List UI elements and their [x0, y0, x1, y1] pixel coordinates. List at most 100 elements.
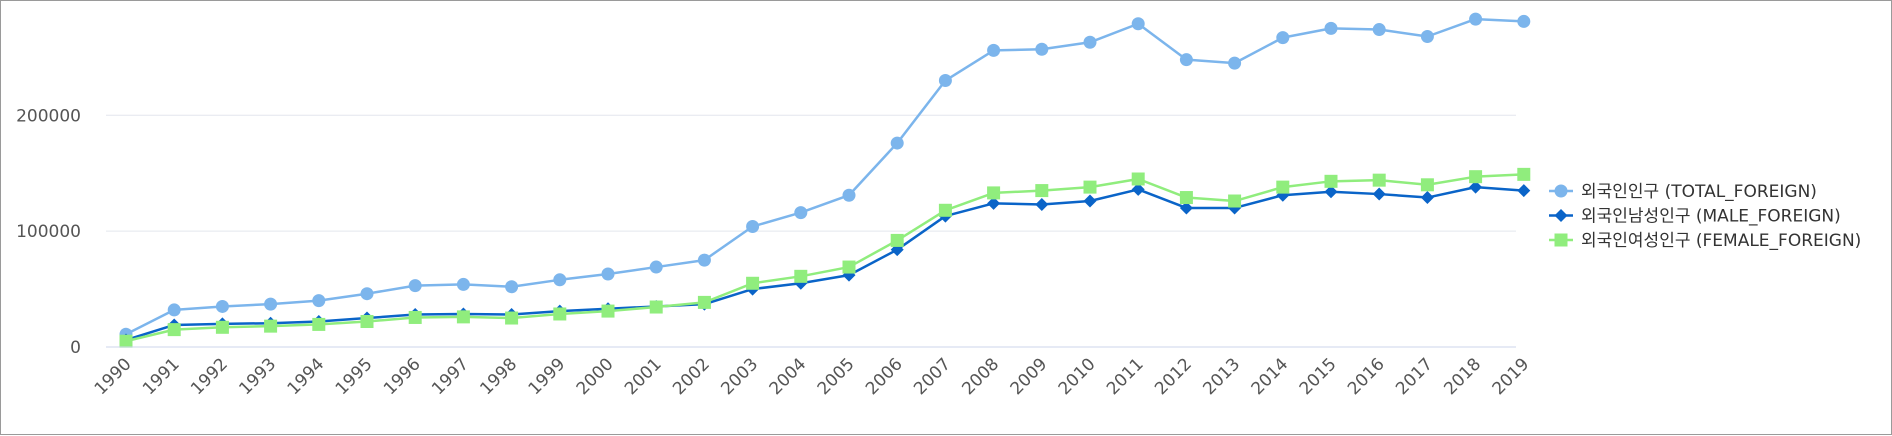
x-tick-label: 1998: [476, 354, 521, 399]
x-tick-label: 1997: [428, 354, 473, 399]
data-point: [1179, 191, 1193, 205]
series: [119, 180, 1531, 347]
data-point: [601, 304, 615, 318]
data-point: [167, 303, 181, 317]
x-tick-label: 2003: [717, 354, 762, 399]
y-tick-label: 200000: [16, 106, 81, 126]
data-point: [1083, 194, 1097, 208]
x-tick-label: 2019: [1489, 354, 1534, 399]
x-tick-label: 2008: [958, 354, 1003, 399]
data-point: [360, 315, 374, 329]
data-point: [1228, 194, 1242, 208]
x-tick-label: 2001: [621, 354, 666, 399]
x-tick-label: 2014: [1248, 354, 1293, 399]
data-point: [1324, 185, 1338, 199]
x-tick-label: 1995: [332, 354, 377, 399]
data-point: [1372, 173, 1386, 187]
x-tick-label: 1999: [525, 354, 570, 399]
y-tick-label: 100000: [16, 222, 81, 242]
data-point: [553, 273, 567, 287]
data-point: [1469, 170, 1483, 184]
data-point: [987, 196, 1001, 210]
data-point: [1276, 31, 1290, 45]
legend-label: 외국인남성인구 (MALE_FOREIGN): [1581, 207, 1841, 227]
series: [119, 12, 1531, 341]
data-point: [987, 43, 1001, 57]
data-point: [938, 74, 952, 88]
x-tick-label: 2000: [573, 354, 618, 399]
data-point: [1372, 187, 1386, 201]
data-point: [215, 299, 229, 313]
data-point: [456, 310, 470, 324]
data-point: [697, 295, 711, 309]
x-tick-label: 2006: [862, 354, 907, 399]
legend: 외국인인구 (TOTAL_FOREIGN) 외국인남성인구 (MALE_FOREI…: [1549, 182, 1861, 251]
data-point: [794, 269, 808, 283]
x-tick-label: 2002: [669, 354, 714, 399]
data-point: [890, 233, 904, 247]
data-point: [1517, 14, 1531, 28]
data-point: [1131, 172, 1145, 186]
x-tick-label: 2013: [1199, 354, 1244, 399]
data-point: [215, 320, 229, 334]
data-point: [312, 317, 326, 331]
data-point: [601, 267, 615, 281]
data-point: [408, 279, 422, 293]
series: [119, 167, 1531, 348]
y-tick-label: 0: [70, 338, 81, 358]
data-point: [1179, 53, 1193, 67]
legend-label: 외국인인구 (TOTAL_FOREIGN): [1581, 182, 1817, 202]
data-point: [746, 220, 760, 234]
x-tick-label: 2011: [1103, 354, 1148, 399]
data-point: [505, 311, 519, 325]
data-point: [1517, 184, 1531, 198]
data-point: [649, 300, 663, 314]
gridlines: [106, 114, 1516, 348]
legend-marker: [1554, 209, 1568, 222]
data-point: [1083, 180, 1097, 194]
x-tick-label: 2017: [1392, 354, 1437, 399]
data-point: [1372, 23, 1386, 37]
data-point: [1228, 56, 1242, 70]
data-point: [1420, 29, 1434, 43]
x-tick-label: 1994: [284, 354, 329, 399]
data-point: [264, 319, 278, 333]
data-point: [842, 260, 856, 274]
x-tick-label: 2015: [1296, 354, 1341, 399]
legend-item[interactable]: 외국인여성인구 (FEMALE_FOREIGN): [1549, 231, 1861, 251]
data-point: [649, 260, 663, 274]
data-point: [842, 188, 856, 202]
legend-label: 외국인여성인구 (FEMALE_FOREIGN): [1581, 231, 1861, 251]
data-point: [1276, 180, 1290, 194]
legend-item[interactable]: 외국인남성인구 (MALE_FOREIGN): [1549, 207, 1841, 227]
x-tick-label: 1991: [139, 354, 184, 399]
legend-item[interactable]: 외국인인구 (TOTAL_FOREIGN): [1549, 182, 1817, 202]
data-point: [1179, 201, 1193, 215]
data-point: [1131, 17, 1145, 31]
x-tick-label: 2004: [766, 354, 811, 399]
data-point: [746, 276, 760, 290]
legend-marker: [1554, 233, 1568, 247]
data-point: [938, 203, 952, 217]
data-point: [1324, 174, 1338, 188]
x-tick-label: 2018: [1440, 354, 1485, 399]
x-tick-label: 1996: [380, 354, 425, 399]
series-line: [124, 173, 1526, 343]
data-point: [1469, 12, 1483, 26]
data-point: [408, 310, 422, 324]
data-point: [1420, 178, 1434, 192]
x-tick-label: 2005: [814, 354, 859, 399]
data-point: [1324, 21, 1338, 35]
data-point: [1083, 35, 1097, 49]
x-tick-label: 2009: [1007, 354, 1052, 399]
data-point: [264, 297, 278, 311]
data-point: [1517, 167, 1531, 181]
x-tick-label: 2016: [1344, 354, 1389, 399]
data-point: [456, 277, 470, 291]
x-tick-label: 2010: [1055, 354, 1100, 399]
data-point: [1035, 42, 1049, 56]
series-line: [124, 185, 1526, 342]
data-point: [794, 206, 808, 220]
